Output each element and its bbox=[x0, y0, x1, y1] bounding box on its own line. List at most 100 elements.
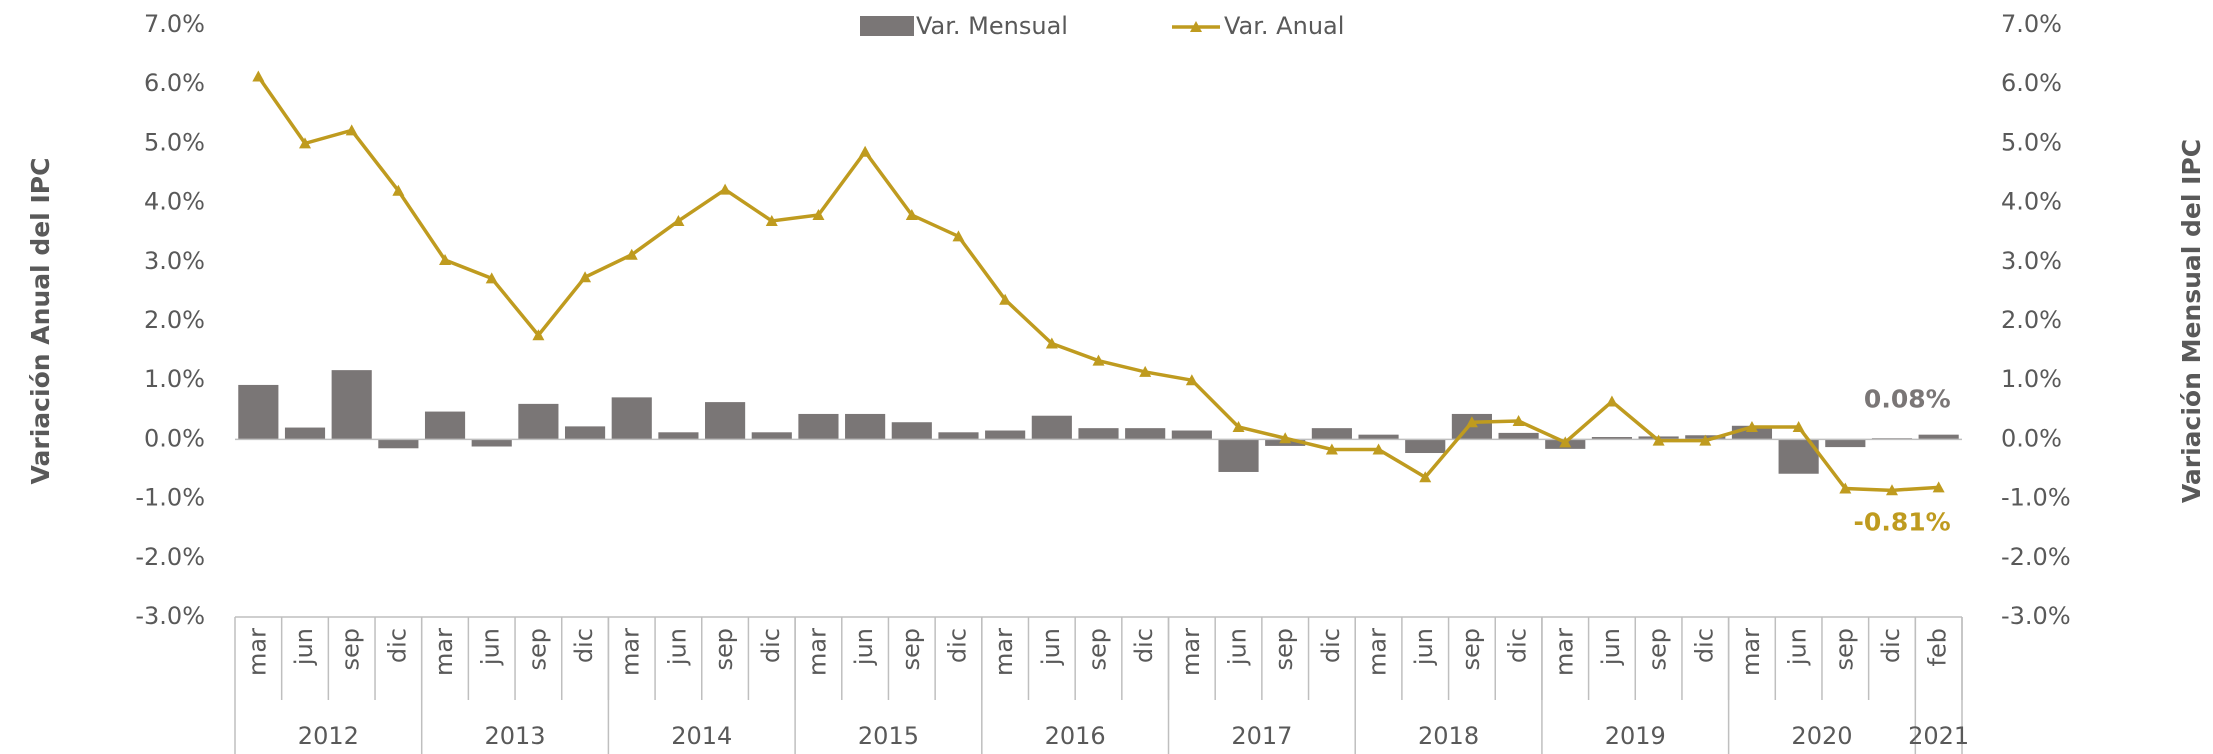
marker bbox=[1045, 337, 1058, 349]
y-tick-label: 4.0% bbox=[144, 188, 205, 216]
legend-label: Var. Mensual bbox=[916, 12, 1068, 40]
bar bbox=[1358, 434, 1399, 440]
y-tick-label: -2.0% bbox=[135, 543, 205, 571]
marker bbox=[905, 209, 918, 221]
marker bbox=[812, 209, 825, 221]
bar bbox=[564, 426, 606, 440]
bar bbox=[1311, 428, 1352, 440]
marker bbox=[1279, 432, 1292, 444]
x-tick-label: sep bbox=[1084, 628, 1112, 671]
marker bbox=[252, 70, 265, 82]
y-axis-title: Variación Anual del IPC bbox=[26, 158, 55, 485]
x-tick-label: mar bbox=[1737, 628, 1765, 676]
marker bbox=[1839, 482, 1852, 494]
x-tick-label: mar bbox=[990, 628, 1018, 676]
marker bbox=[1465, 416, 1478, 428]
group-label: 2019 bbox=[1605, 722, 1666, 750]
y-tick-label: 5.0% bbox=[144, 128, 205, 156]
marker bbox=[1699, 434, 1712, 446]
x-tick-label: jun bbox=[850, 628, 878, 666]
bar bbox=[798, 413, 839, 440]
marker bbox=[1092, 354, 1105, 366]
bar bbox=[658, 432, 699, 440]
y2-tick-label: -1.0% bbox=[2001, 484, 2071, 512]
bar bbox=[1125, 428, 1166, 440]
bar bbox=[1171, 430, 1212, 440]
group-label: 2012 bbox=[298, 722, 359, 750]
bar bbox=[1825, 439, 1866, 448]
x-tick-label: mar bbox=[1550, 628, 1578, 676]
marker bbox=[1559, 436, 1572, 448]
bar bbox=[284, 427, 326, 440]
y2-tick-label: -2.0% bbox=[2001, 543, 2071, 571]
marker bbox=[1745, 420, 1758, 432]
x-tick-label: sep bbox=[1644, 628, 1672, 671]
y2-tick-label: 7.0% bbox=[2001, 10, 2062, 38]
marker bbox=[625, 248, 638, 260]
bar bbox=[845, 413, 886, 440]
bar bbox=[938, 432, 979, 440]
legend-swatch bbox=[1190, 21, 1202, 32]
marker bbox=[1605, 395, 1618, 407]
marker bbox=[859, 145, 872, 157]
bar bbox=[751, 432, 792, 440]
bar bbox=[891, 422, 932, 440]
bar bbox=[471, 439, 512, 447]
y-tick-label: 6.0% bbox=[144, 69, 205, 97]
x-tick-label: mar bbox=[1177, 628, 1205, 676]
marker bbox=[299, 137, 312, 149]
marker bbox=[672, 214, 685, 226]
x-tick-label: jun bbox=[1784, 628, 1812, 666]
y2-tick-label: 0.0% bbox=[2001, 424, 2062, 452]
marker bbox=[532, 329, 545, 341]
y-tick-label: 1.0% bbox=[144, 365, 205, 393]
x-tick-label: jun bbox=[1410, 628, 1438, 666]
x-tick-label: mar bbox=[803, 628, 831, 676]
x-tick-label: dic bbox=[943, 628, 971, 663]
x-tick-label: sep bbox=[1830, 628, 1858, 671]
y2-tick-label: 6.0% bbox=[2001, 69, 2062, 97]
data-label: -0.81% bbox=[1854, 507, 1951, 536]
marker bbox=[999, 293, 1012, 305]
legend-label: Var. Anual bbox=[1224, 12, 1344, 40]
bar bbox=[1405, 439, 1446, 454]
x-tick-label: sep bbox=[1457, 628, 1485, 671]
x-tick-label: dic bbox=[1877, 628, 1905, 663]
marker bbox=[1325, 443, 1338, 455]
x-tick-label: jun bbox=[290, 628, 318, 666]
y-tick-label: 7.0% bbox=[144, 10, 205, 38]
bar bbox=[331, 370, 372, 440]
marker bbox=[1232, 420, 1245, 432]
y-tick-label: 2.0% bbox=[144, 306, 205, 334]
marker bbox=[1792, 420, 1805, 432]
bar bbox=[1078, 428, 1119, 440]
marker bbox=[1372, 443, 1385, 455]
x-tick-label: mar bbox=[243, 628, 271, 676]
y2-tick-label: 2.0% bbox=[2001, 306, 2062, 334]
bar bbox=[378, 439, 419, 449]
x-tick-label: mar bbox=[430, 628, 458, 676]
marker bbox=[765, 214, 778, 226]
group-label: 2017 bbox=[1231, 722, 1292, 750]
y2-tick-label: 1.0% bbox=[2001, 365, 2062, 393]
y2-axis-title: Variación Mensual del IPC bbox=[2177, 139, 2206, 503]
bar bbox=[705, 402, 746, 440]
x-tick-label: mar bbox=[617, 628, 645, 676]
marker bbox=[1185, 374, 1198, 386]
x-tick-label: dic bbox=[1130, 628, 1158, 663]
bar bbox=[1031, 415, 1072, 440]
bar bbox=[611, 397, 652, 440]
marker bbox=[1139, 365, 1152, 377]
y2-tick-label: 5.0% bbox=[2001, 128, 2062, 156]
marker bbox=[1512, 415, 1525, 427]
x-tick-label: dic bbox=[383, 628, 411, 663]
x-tick-label: dic bbox=[570, 628, 598, 663]
x-tick-label: jun bbox=[663, 628, 691, 666]
bar bbox=[518, 403, 559, 440]
bar bbox=[1591, 437, 1633, 440]
group-label: 2016 bbox=[1045, 722, 1106, 750]
marker bbox=[485, 272, 498, 284]
data-label: 0.08% bbox=[1864, 385, 1951, 414]
bar bbox=[424, 411, 466, 440]
